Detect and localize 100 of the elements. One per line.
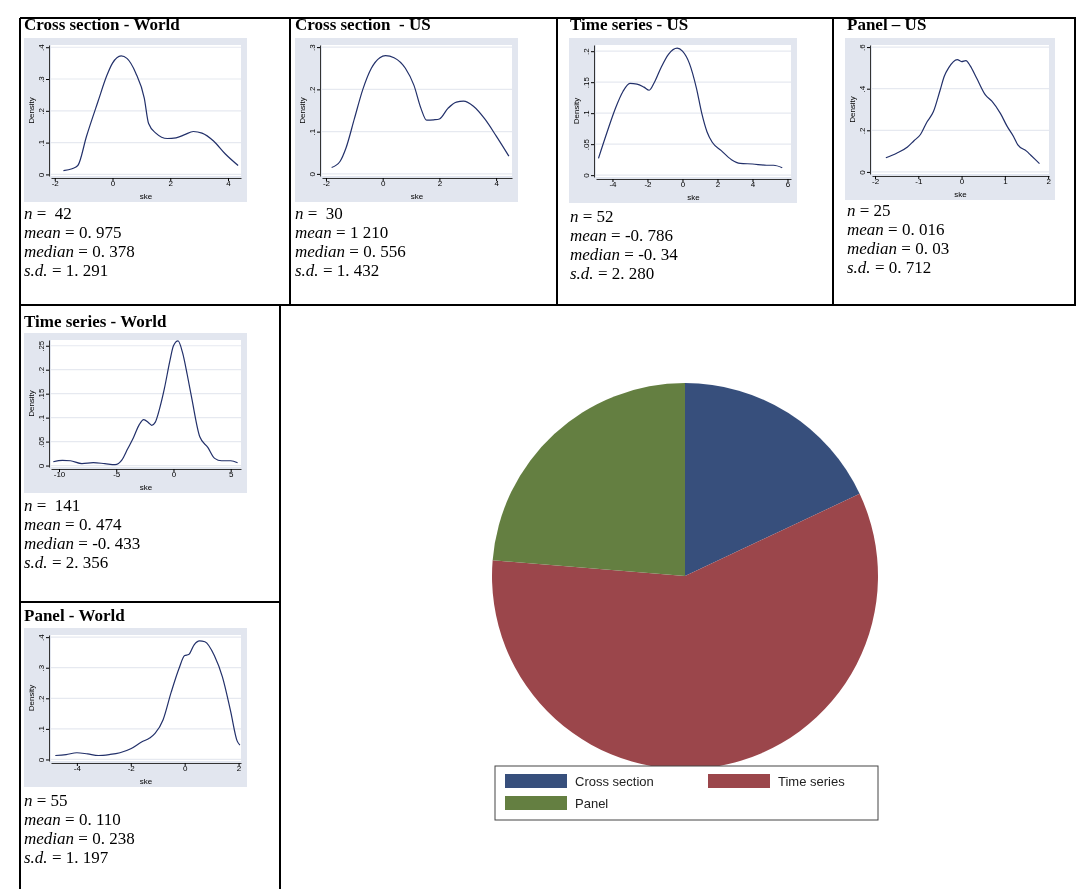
x-axis-title: ske	[139, 483, 153, 492]
line-series	[597, 47, 783, 169]
text: mean = 1 210	[295, 223, 389, 242]
x-axis-title: ske	[954, 190, 968, 199]
x-tick-label: 0	[680, 179, 686, 189]
x-tick-label: 4	[750, 179, 756, 189]
line-series	[62, 55, 239, 172]
y-tick-label: 0	[858, 169, 867, 175]
y-tick-label: .05	[582, 138, 591, 151]
x-tick-label: 6	[785, 179, 791, 189]
text: n = 42	[24, 204, 72, 223]
text: median = 0. 238	[24, 829, 135, 848]
line-series	[331, 54, 510, 169]
y-tick-label: 0	[37, 172, 46, 178]
y-tick-label: 0	[582, 172, 591, 178]
y-tick-label: .3	[37, 664, 46, 672]
y-tick-label: 0	[308, 171, 317, 177]
y-axis-title: Density	[27, 390, 36, 417]
text: median = -0. 34	[570, 245, 679, 264]
text: median = 0. 556	[295, 242, 406, 261]
line-series	[54, 640, 241, 757]
x-tick-label: 0	[110, 178, 116, 188]
text: median = 0. 03	[847, 239, 950, 258]
line-series	[885, 58, 1041, 165]
text: mean = 0. 975	[24, 223, 122, 242]
y-tick-label: .2	[37, 107, 46, 115]
chart-title: Time series - US	[570, 15, 689, 34]
x-tick-label: -10	[53, 469, 66, 479]
x-tick-label: 2	[1046, 176, 1052, 186]
y-tick-label: .1	[37, 414, 46, 422]
x-axis-title: ske	[139, 777, 153, 786]
y-tick-label: .6	[858, 43, 867, 51]
text: s.d. = 1. 432	[295, 261, 380, 280]
chart-title: Panel – US	[847, 15, 927, 34]
text: n = 25	[847, 201, 891, 220]
y-tick-label: .2	[582, 47, 591, 56]
y-tick-label: .3	[37, 75, 46, 83]
y-axis-title: Density	[27, 684, 36, 712]
y-tick-label: .1	[37, 139, 46, 147]
x-tick-label: 0	[182, 763, 188, 773]
x-tick-label: 4	[494, 178, 500, 188]
x-tick-label: 0	[959, 176, 965, 186]
x-tick-label: -5	[113, 469, 121, 479]
x-tick-label: -2	[871, 176, 880, 186]
text: s.d. = 0. 712	[847, 258, 932, 277]
y-axis-title: Density	[298, 97, 307, 124]
x-tick-label: 4	[226, 178, 232, 188]
x-tick-label: 2	[437, 178, 443, 188]
y-tick-label: .25	[37, 340, 46, 352]
x-tick-label: 1	[1003, 176, 1009, 186]
x-tick-label: 2	[236, 763, 242, 773]
chart-title: Cross section - US	[295, 15, 431, 34]
y-tick-label: .4	[37, 43, 46, 52]
legend-label: Cross section	[575, 774, 654, 789]
text: mean = 0. 474	[24, 515, 122, 534]
y-tick-label: .4	[37, 633, 46, 641]
y-axis-title: Density	[572, 97, 581, 125]
y-tick-label: .1	[582, 109, 591, 117]
x-tick-label: -2	[127, 763, 136, 773]
line-series	[52, 340, 239, 466]
x-tick-label: 0	[171, 469, 177, 479]
x-axis-title: ske	[139, 192, 153, 201]
y-tick-label: .1	[308, 128, 317, 136]
chart-title: Cross section - World	[24, 15, 181, 34]
x-tick-label: -1	[915, 176, 923, 186]
y-tick-label: .05	[37, 435, 46, 448]
text: n = 141	[24, 496, 81, 515]
y-tick-label: .2	[308, 85, 317, 94]
x-tick-label: -4	[609, 179, 618, 189]
text: mean = -0. 786	[570, 226, 674, 245]
x-tick-label: 0	[380, 178, 386, 188]
text: n = 30	[295, 204, 343, 223]
y-tick-label: .4	[858, 85, 867, 93]
x-tick-label: -2	[322, 178, 331, 188]
x-tick-label: 5	[228, 469, 234, 479]
x-tick-label: -4	[73, 763, 82, 773]
legend-label: Panel	[575, 796, 609, 811]
x-axis-title: ske	[687, 193, 701, 202]
y-tick-label: .2	[37, 366, 46, 374]
y-tick-label: .1	[37, 725, 46, 733]
x-tick-label: 2	[715, 179, 721, 189]
chart-title: Panel - World	[24, 606, 126, 625]
text: s.d. = 2. 356	[24, 553, 109, 572]
text: s.d. = 2. 280	[570, 264, 655, 283]
text: n = 55	[24, 791, 68, 810]
text: mean = 0. 016	[847, 220, 945, 239]
x-tick-label: 2	[168, 178, 174, 188]
y-tick-label: 0	[37, 463, 46, 469]
text: s.d. = 1. 197	[24, 848, 109, 867]
x-tick-label: -2	[644, 179, 653, 189]
y-tick-label: 0	[37, 757, 46, 763]
text: median = 0. 378	[24, 242, 135, 261]
text: mean = 0. 110	[24, 810, 121, 829]
y-axis-title: Density	[27, 97, 36, 124]
chart-title: Time series - World	[24, 312, 167, 331]
y-tick-label: .15	[37, 388, 46, 400]
text: s.d. = 1. 291	[24, 261, 109, 280]
y-axis-title: Density	[848, 96, 857, 123]
legend-label: Time series	[778, 774, 846, 789]
x-tick-label: -2	[51, 178, 60, 188]
